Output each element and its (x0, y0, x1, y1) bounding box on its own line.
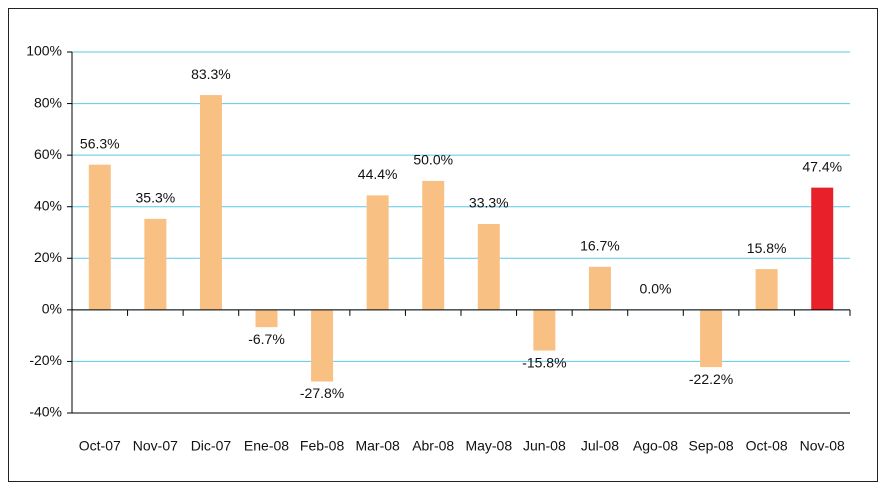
y-tick-label: -20% (29, 352, 62, 368)
x-tick-label: May-08 (465, 438, 512, 454)
x-tick-label: Feb-08 (300, 438, 345, 454)
y-tick-label: 100% (26, 43, 62, 59)
y-tick-label: 20% (34, 249, 62, 265)
bar (366, 195, 389, 310)
y-tick-label: -40% (29, 404, 62, 420)
x-tick-label: Dic-07 (191, 438, 232, 454)
value-label: 15.8% (747, 240, 787, 256)
value-label: 16.7% (580, 237, 620, 253)
value-label: -22.2% (689, 371, 733, 387)
bar (700, 309, 723, 368)
x-tick-label: Nov-08 (800, 438, 845, 454)
value-label: 33.3% (469, 195, 509, 211)
x-tick-label: Oct-07 (79, 438, 121, 454)
bar (311, 309, 334, 382)
bar (255, 309, 278, 328)
x-tick-label: Jun-08 (523, 438, 566, 454)
bar (477, 223, 500, 310)
value-label: 47.4% (802, 158, 842, 174)
y-tick-label: 40% (34, 197, 62, 213)
value-label: 50.0% (413, 152, 453, 168)
x-tick-label: Nov-07 (133, 438, 178, 454)
y-tick-label: 60% (34, 146, 62, 162)
value-label: 44.4% (358, 166, 398, 182)
bar (755, 269, 778, 310)
y-tick-label: 0% (42, 301, 62, 317)
value-label: -27.8% (300, 385, 344, 401)
bar (88, 164, 111, 310)
bar (422, 180, 445, 310)
x-tick-label: Oct-08 (746, 438, 788, 454)
x-tick-label: Ene-08 (244, 438, 289, 454)
value-label: 56.3% (80, 135, 120, 151)
value-label: 35.3% (136, 190, 176, 206)
bar (533, 309, 556, 351)
value-label: -6.7% (248, 331, 285, 347)
value-label: 0.0% (640, 281, 672, 297)
y-tick-label: 80% (34, 94, 62, 110)
x-tick-label: Mar-08 (355, 438, 400, 454)
x-tick-label: Abr-08 (412, 438, 454, 454)
value-label: -15.8% (522, 354, 566, 370)
x-tick-label: Sep-08 (688, 438, 733, 454)
x-tick-label: Ago-08 (633, 438, 678, 454)
bar (199, 95, 222, 310)
bar (811, 187, 834, 310)
bar (144, 218, 167, 310)
value-label: 83.3% (191, 66, 231, 82)
x-tick-label: Jul-08 (581, 438, 619, 454)
bar (588, 266, 611, 310)
